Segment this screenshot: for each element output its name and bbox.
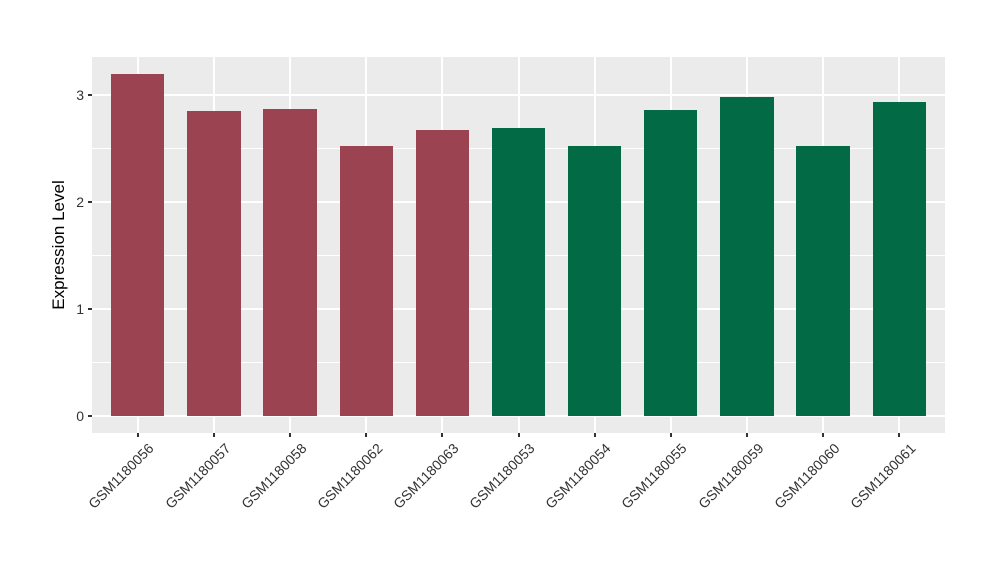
x-tick-mark <box>822 433 825 437</box>
y-tick-mark <box>88 308 92 311</box>
bar <box>491 127 546 416</box>
x-tick-mark <box>289 433 292 437</box>
bar <box>187 111 241 416</box>
gridline-horizontal-major <box>92 414 945 417</box>
x-tick-label: GSM1180053 <box>466 440 538 512</box>
x-tick-mark <box>136 433 139 437</box>
x-tick-mark <box>517 433 520 437</box>
y-tick-label: 0 <box>76 407 84 424</box>
x-tick-label: GSM1180055 <box>618 440 691 512</box>
bar <box>796 145 850 416</box>
bar <box>339 145 393 416</box>
x-tick-mark <box>745 433 748 437</box>
x-tick-label: GSM1180061 <box>846 440 919 512</box>
x-tick-mark <box>669 433 672 437</box>
y-tick-label: 1 <box>76 301 84 318</box>
x-tick-mark <box>441 433 444 437</box>
bar <box>111 74 165 416</box>
bar <box>644 110 698 416</box>
y-tick-mark <box>88 201 92 204</box>
gridline-horizontal-major <box>92 94 945 97</box>
x-tick-label: GSM1180063 <box>389 440 462 512</box>
y-tick-mark <box>88 414 92 417</box>
y-tick-mark <box>88 94 92 97</box>
x-tick-label: GSM1180057 <box>161 440 234 512</box>
x-tick-mark <box>898 433 901 437</box>
x-tick-label: GSM1180060 <box>770 440 843 512</box>
x-tick-label: GSM1180058 <box>237 440 310 512</box>
bar <box>872 101 926 416</box>
bar <box>720 96 774 416</box>
x-tick-label: GSM1180056 <box>85 440 158 512</box>
bar <box>415 129 469 416</box>
y-tick-label: 3 <box>76 87 84 104</box>
bar <box>263 109 317 416</box>
x-tick-label: GSM1180054 <box>542 440 614 512</box>
x-tick-label: GSM1180062 <box>313 440 386 512</box>
bar <box>568 145 622 416</box>
x-tick-mark <box>593 433 596 437</box>
x-tick-mark <box>212 433 215 437</box>
plot-panel <box>92 57 945 433</box>
x-tick-mark <box>365 433 368 437</box>
x-tick-label: GSM1180059 <box>694 440 767 512</box>
y-tick-label: 2 <box>76 194 84 211</box>
